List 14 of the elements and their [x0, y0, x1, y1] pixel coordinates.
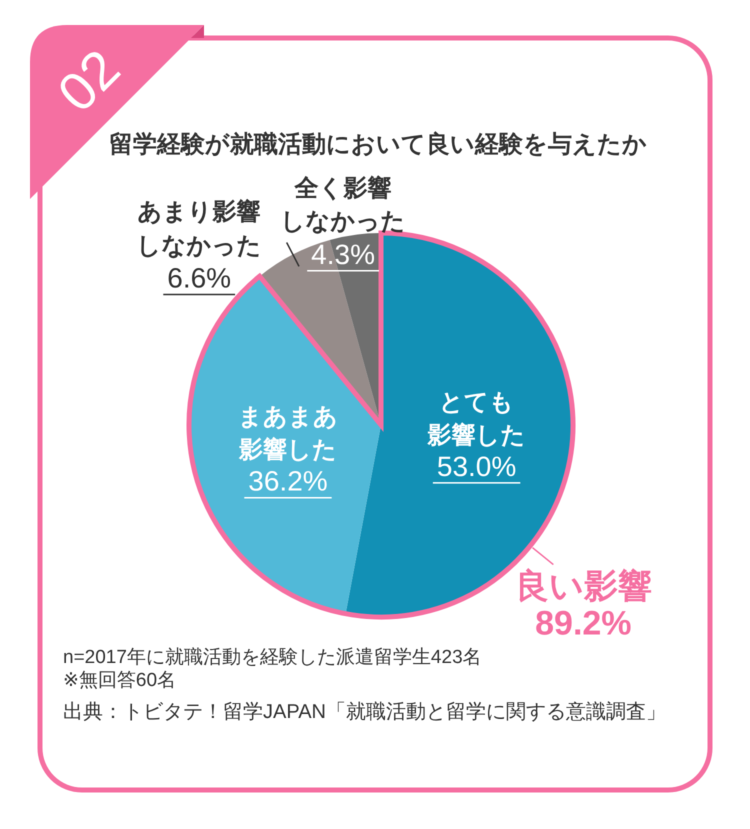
- data-label: 6.6%: [167, 262, 232, 294]
- slice-label: まあまあ影響した: [238, 404, 338, 464]
- data-label: 53.0%: [436, 450, 516, 482]
- text: 02: [46, 38, 132, 124]
- slice-label: あまり影響しなかった: [136, 198, 262, 260]
- text: 良い影響 89.2%: [514, 568, 652, 643]
- data-label: 4.3%: [311, 238, 375, 270]
- chart-title: 留学経験が就職活動において良い経験を与えたか: [109, 131, 647, 158]
- text: ※無回答60名: [63, 670, 176, 691]
- slice-label: 全く影響しなかった: [280, 175, 406, 235]
- source-note: 出典：トビタテ！留学JAPAN「就職活動と留学に関する意識調査」: [63, 701, 666, 723]
- data-label: 36.2%: [248, 466, 328, 497]
- slice-label: とても影響した: [426, 388, 526, 449]
- text: n=2017年に就職活動を経験した派遣留学生423名: [63, 647, 482, 668]
